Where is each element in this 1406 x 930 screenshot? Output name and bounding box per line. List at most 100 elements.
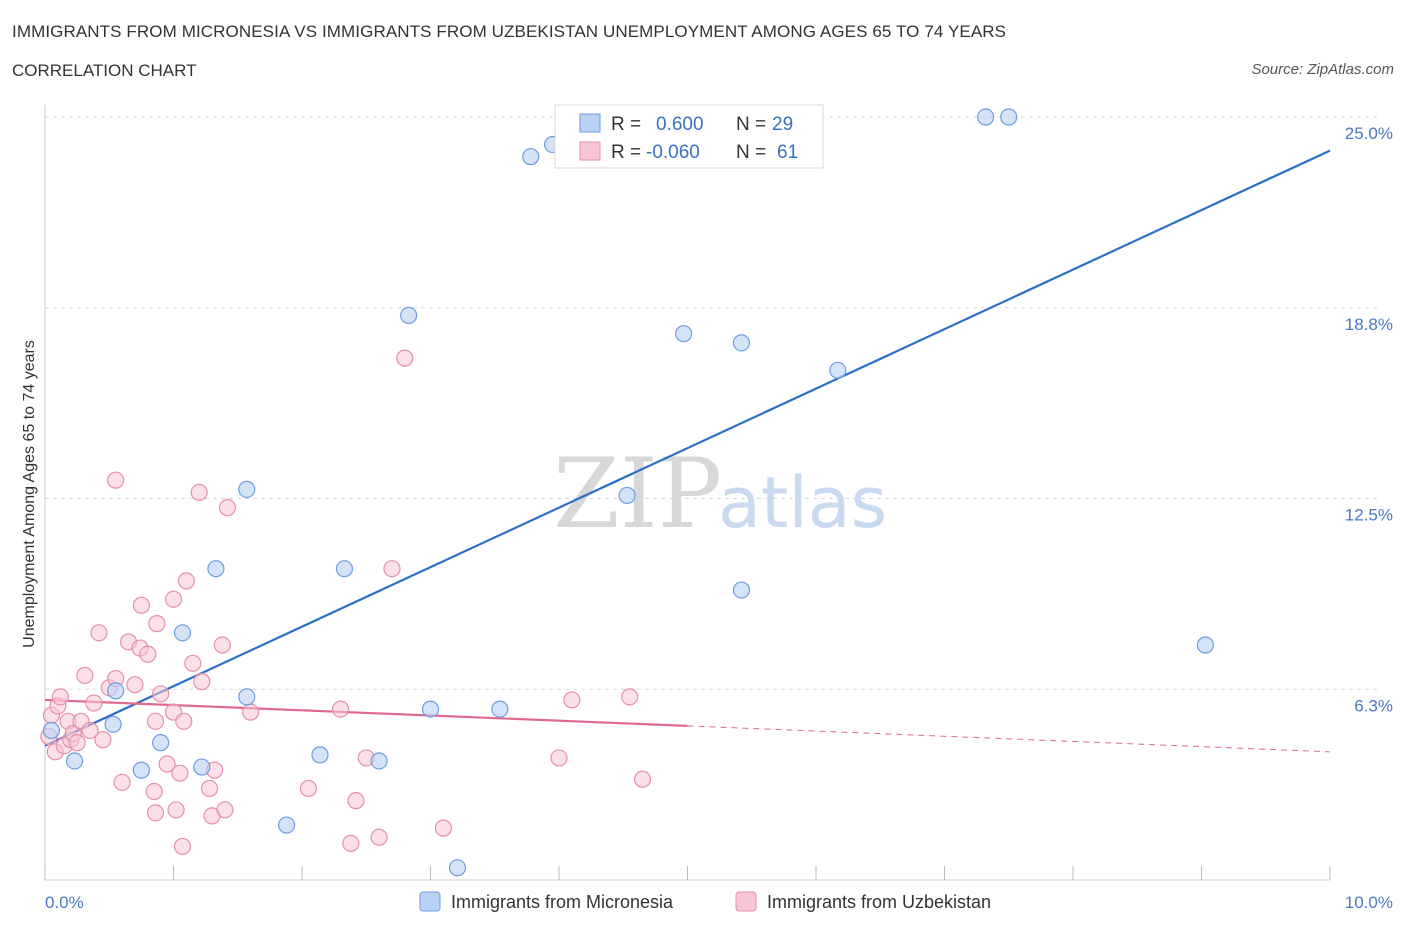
micronesia-point [107, 682, 125, 700]
uzbekistan-point [158, 755, 176, 773]
uzbekistan-point [113, 773, 131, 791]
uzbekistan-point [139, 645, 157, 663]
uzbekistan-point [90, 624, 108, 642]
micronesia-point [977, 108, 995, 126]
micronesia-point [522, 148, 540, 166]
bottom-legend: Immigrants from Micronesia Immigrants fr… [419, 891, 991, 912]
uzbekistan-point [145, 782, 163, 801]
uzbekistan-point [383, 560, 401, 578]
uzbekistan-point [175, 712, 193, 730]
uzbekistan-point [173, 837, 192, 856]
x-tick-labels: 0.0% 10.0% [45, 893, 1393, 912]
micronesia-r-label: R = [611, 114, 641, 135]
uzbekistan-point [200, 779, 219, 798]
uzbekistan-r-label: R = [611, 142, 641, 163]
uzbekistan-point [107, 471, 125, 489]
micronesia-points [42, 108, 1214, 877]
micronesia-legend-swatch [579, 113, 601, 133]
uzbekistan-point [164, 590, 183, 608]
stats-legend: R = 0.600 N = 29 R = -0.060 N = 61 [554, 104, 824, 169]
uzbekistan-trend-extension [687, 725, 1331, 753]
uzbekistan-point [146, 804, 165, 822]
uzbekistan-points [40, 349, 652, 856]
uzbekistan-point [85, 694, 103, 712]
uzbekistan-point [94, 731, 112, 749]
uzbekistan-point [190, 483, 208, 501]
uzbekistan-point [51, 688, 70, 706]
uzbekistan-point [177, 572, 195, 590]
y-tick-labels: 6.3% 12.5% 18.8% 25.0% [1345, 124, 1393, 715]
uzbekistan-bottom-label: Immigrants from Uzbekistan [767, 892, 991, 912]
micronesia-point [238, 480, 256, 498]
micronesia-point [421, 700, 440, 718]
uzbekistan-point [184, 654, 202, 672]
uzbekistan-point [126, 676, 144, 694]
micronesia-point [335, 560, 354, 578]
micronesia-point [311, 746, 329, 764]
uzbekistan-point [76, 666, 94, 685]
micronesia-point [1000, 108, 1018, 126]
micronesia-n-label: N = [736, 114, 766, 135]
uzbekistan-n-value: 61 [777, 142, 798, 163]
uzbekistan-point [146, 712, 165, 730]
micronesia-point [193, 758, 211, 776]
micronesia-point [238, 688, 256, 706]
micronesia-point [173, 624, 192, 642]
micronesia-point [277, 816, 296, 834]
chart-title: IMMIGRANTS FROM MICRONESIA VS IMMIGRANTS… [12, 22, 1007, 41]
micronesia-bottom-label: Immigrants from Micronesia [451, 892, 674, 912]
source-label: Source: ZipAtlas.com [1251, 61, 1394, 78]
micronesia-point [732, 581, 751, 599]
micronesia-point [152, 734, 170, 752]
uzbekistan-point [550, 749, 568, 767]
x-axis-ticks [44, 866, 1331, 880]
uzbekistan-r-value: -0.060 [646, 142, 700, 163]
uzbekistan-legend-swatch [579, 141, 601, 161]
uzbekistan-point [370, 828, 388, 846]
micronesia-bottom-swatch [419, 891, 441, 912]
uzbekistan-point [299, 779, 318, 798]
y-tick-label: 12.5% [1345, 506, 1393, 525]
uzbekistan-point [152, 685, 170, 703]
micronesia-r-value: 0.600 [656, 114, 704, 135]
micronesia-point [207, 560, 225, 578]
chart-subtitle: CORRELATION CHART [12, 61, 197, 80]
micronesia-point [65, 752, 84, 770]
micronesia-trend-line [44, 149, 1331, 747]
grid-lines [45, 116, 1380, 690]
y-axis-title: Unemployment Among Ages 65 to 74 years [21, 340, 38, 648]
uzbekistan-point [621, 688, 639, 706]
uzbekistan-point [633, 770, 652, 788]
uzbekistan-point [347, 792, 365, 810]
micronesia-point [1196, 636, 1214, 654]
uzbekistan-point [434, 819, 452, 837]
uzbekistan-point [242, 703, 260, 721]
micronesia-point [829, 361, 847, 379]
micronesia-point [448, 859, 467, 877]
watermark-zip: ZIP [553, 438, 722, 550]
uzbekistan-point [216, 801, 234, 819]
y-tick-label: 18.8% [1345, 315, 1393, 334]
micronesia-point [675, 325, 693, 343]
micronesia-point [104, 715, 122, 733]
watermark-atlas: atlas [718, 462, 887, 544]
micronesia-point [618, 486, 636, 505]
micronesia-n-value: 29 [772, 114, 793, 135]
micronesia-point [400, 306, 418, 324]
uzbekistan-point [396, 349, 414, 367]
uzbekistan-point [331, 700, 350, 718]
x-tick-label: 10.0% [1345, 893, 1393, 912]
uzbekistan-point [342, 834, 360, 852]
micronesia-point [732, 334, 751, 352]
uzbekistan-point [218, 499, 237, 517]
uzbekistan-point [213, 636, 231, 654]
micronesia-point [491, 700, 509, 718]
x-tick-label: 0.0% [45, 893, 84, 912]
uzbekistan-trend-line [44, 698, 688, 727]
uzbekistan-point [167, 801, 185, 819]
uzbekistan-point [68, 734, 86, 752]
y-tick-label: 25.0% [1345, 124, 1393, 143]
y-tick-label: 6.3% [1354, 696, 1393, 715]
uzbekistan-point [563, 691, 581, 709]
